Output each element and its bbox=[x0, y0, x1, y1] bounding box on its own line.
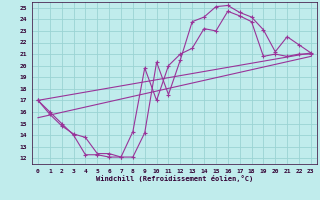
X-axis label: Windchill (Refroidissement éolien,°C): Windchill (Refroidissement éolien,°C) bbox=[96, 175, 253, 182]
